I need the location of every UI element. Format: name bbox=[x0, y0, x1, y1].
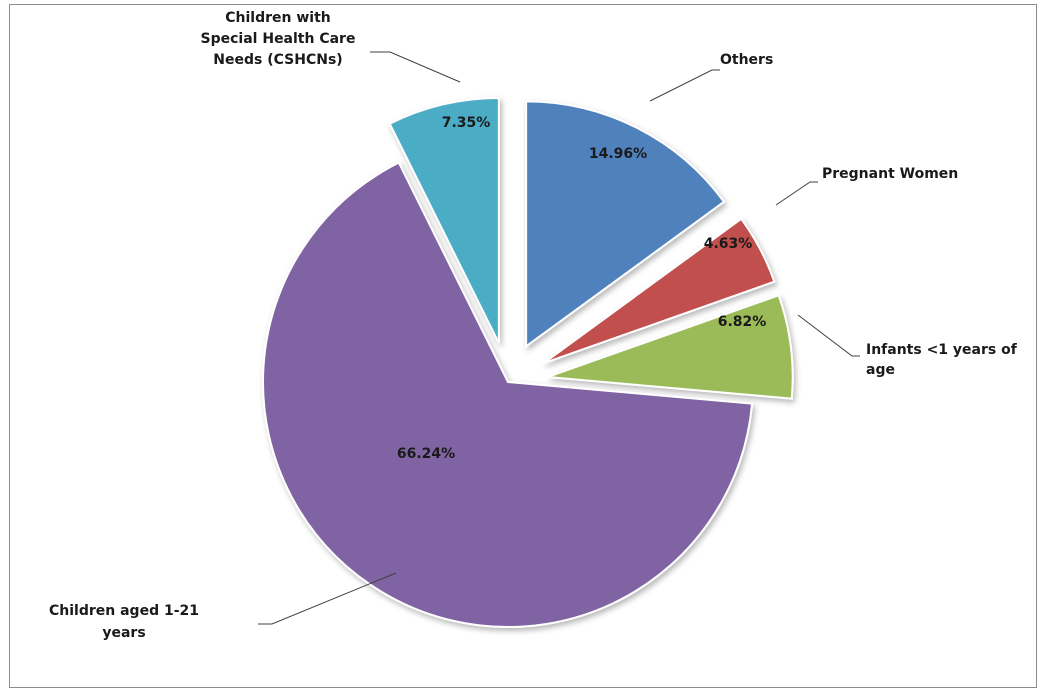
pie-slice-infants-1-years-of-age bbox=[547, 294, 794, 400]
leader-line bbox=[797, 314, 860, 357]
slices bbox=[262, 97, 794, 628]
leader-line bbox=[370, 51, 461, 83]
slice-value-label: 4.63% bbox=[704, 236, 753, 252]
slice-value-label: 66.24% bbox=[397, 446, 455, 462]
slice-value-label: 6.82% bbox=[718, 314, 767, 330]
category-label: Others bbox=[720, 52, 773, 68]
leader-line bbox=[258, 572, 397, 625]
pie-slice-children-aged-1-21-years bbox=[262, 161, 754, 628]
slice-value-label: 7.35% bbox=[442, 115, 491, 131]
category-label: Children aged 1-21 years bbox=[49, 603, 199, 641]
pie-slice-pregnant-women bbox=[542, 217, 776, 365]
category-label: Children with Special Health Care Needs (C… bbox=[201, 10, 356, 68]
category-label: Infants <1 years of age bbox=[866, 342, 1018, 378]
pie-slice-others bbox=[525, 100, 726, 349]
chart-frame bbox=[9, 4, 1037, 688]
leader-line bbox=[649, 69, 720, 102]
slice-value-label: 14.96% bbox=[589, 146, 647, 162]
pie-slice-children-with-special-health-care-needs-cshcns bbox=[388, 97, 500, 344]
leader-line bbox=[775, 181, 818, 206]
category-label: Pregnant Women bbox=[822, 166, 958, 182]
